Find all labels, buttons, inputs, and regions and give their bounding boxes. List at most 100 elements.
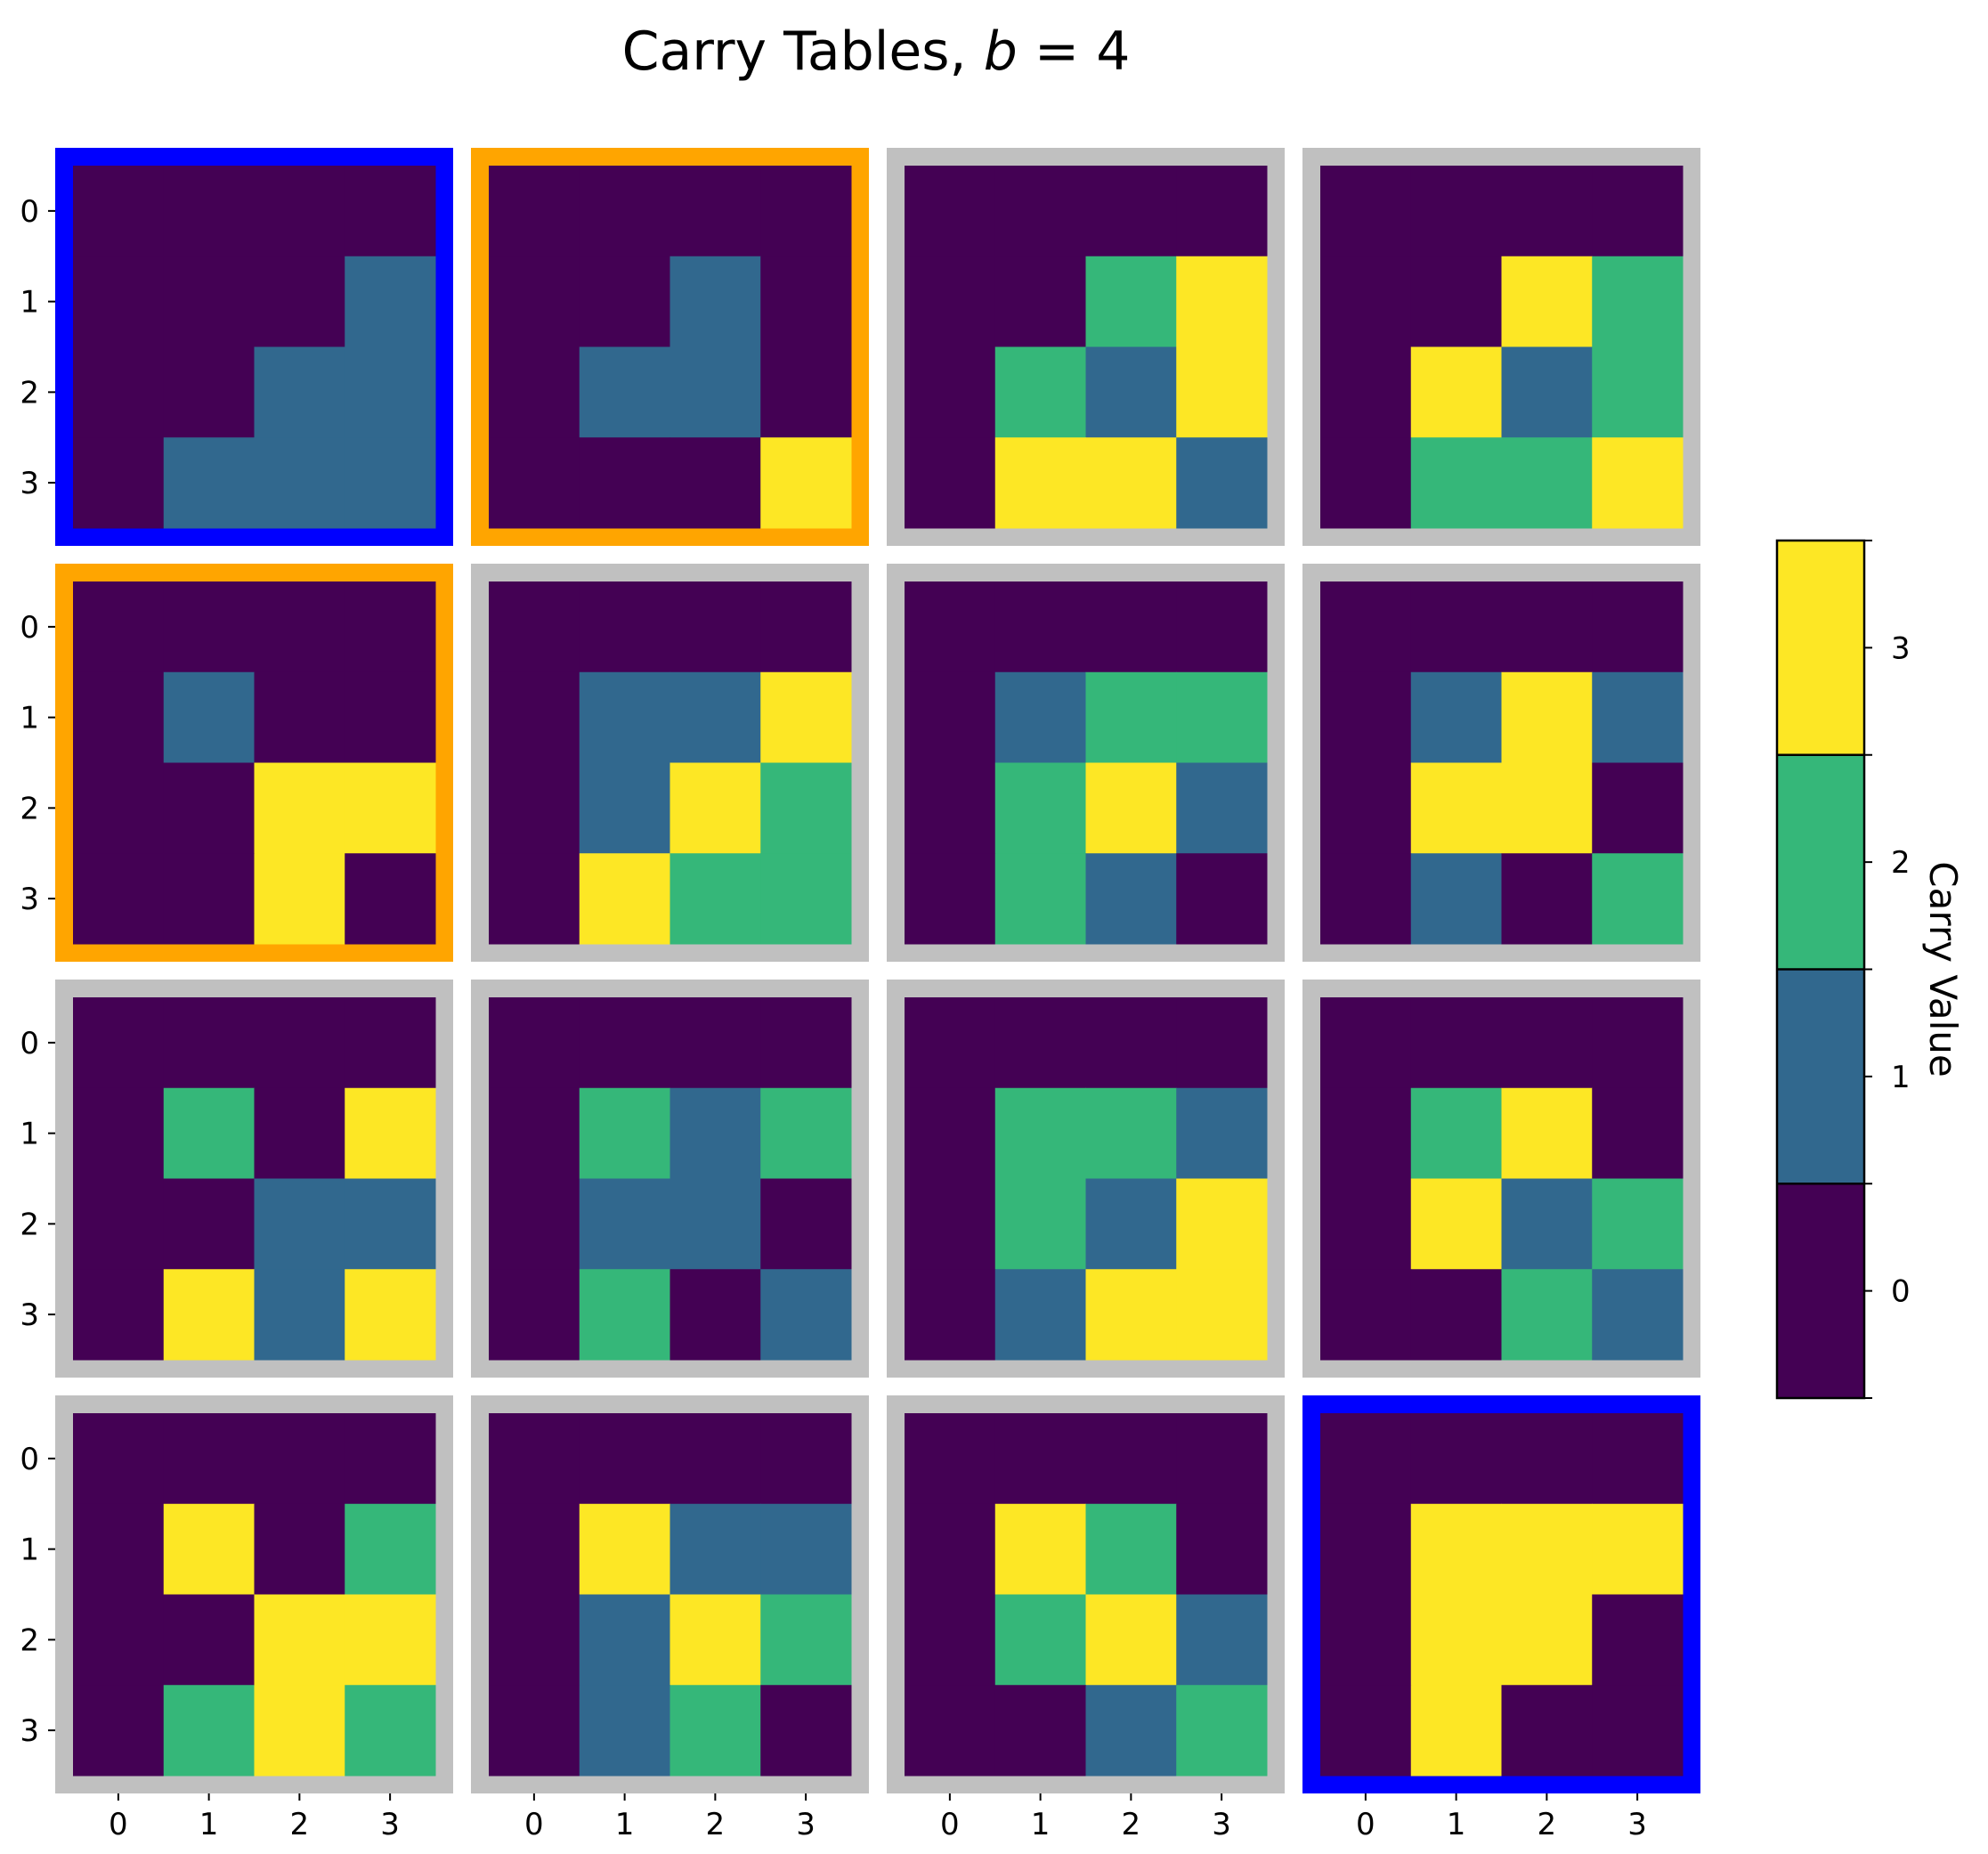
colorbar-tick-label: 2 <box>1891 845 1911 881</box>
row-tick-label: 1 <box>20 1533 39 1568</box>
heatmap-cell <box>994 166 1086 257</box>
heatmap-cell <box>1176 853 1268 945</box>
heatmap-cell <box>905 166 996 257</box>
column-tick-label: 2 <box>290 1807 310 1842</box>
heatmap-cell <box>669 581 761 673</box>
heatmap-cell <box>1085 1087 1177 1179</box>
heatmap-cell <box>760 1503 852 1595</box>
heatmap-cell <box>73 853 165 945</box>
heatmap-cell <box>1410 997 1502 1089</box>
heatmap-cell <box>254 1269 345 1361</box>
heatmap-cell <box>1176 1269 1268 1361</box>
heatmap-cell <box>345 1178 436 1270</box>
heatmap-cell <box>489 853 580 945</box>
heatmap-cell <box>163 997 255 1089</box>
heatmap-cell <box>1410 581 1502 673</box>
column-tick-label: 0 <box>109 1807 128 1842</box>
carry-table-panel <box>55 980 453 1378</box>
heatmap-cell <box>579 1594 670 1686</box>
heatmap-cell <box>73 1087 165 1179</box>
heatmap-cell <box>163 256 255 347</box>
heatmap-cell <box>163 1413 255 1505</box>
heatmap-cell <box>1085 346 1177 438</box>
heatmap-cell <box>1410 166 1502 257</box>
heatmap-cell <box>905 762 996 854</box>
heatmap-cell <box>579 581 670 673</box>
heatmap-cell <box>254 256 345 347</box>
heatmap-cell <box>669 1503 761 1595</box>
column-tick-labels: 0 1 2 3 0 1 2 3 0 1 2 3 0 1 2 3 <box>109 1793 1647 1842</box>
heatmap-cell <box>345 1413 436 1505</box>
heatmap-cell <box>489 166 580 257</box>
colorbar-segment <box>1777 969 1864 1184</box>
heatmap-cell <box>1410 1503 1502 1595</box>
heatmap-cell <box>579 671 670 763</box>
row-tick-label: 3 <box>20 466 39 501</box>
heatmap-cell <box>669 671 761 763</box>
row-tick-label: 2 <box>20 375 39 411</box>
row-tick-label: 0 <box>20 610 39 646</box>
heatmap-cell <box>1085 1178 1177 1270</box>
heatmap-cell <box>1085 997 1177 1089</box>
heatmap-cell <box>1501 1685 1593 1777</box>
column-tick-label: 0 <box>1356 1807 1375 1842</box>
column-tick-label: 2 <box>706 1807 726 1842</box>
heatmap-cell <box>254 581 345 673</box>
heatmap-cell <box>254 437 345 529</box>
heatmap-cell <box>163 581 255 673</box>
heatmap-cell <box>1592 346 1684 438</box>
heatmap-cell <box>1592 581 1684 673</box>
heatmap-cell <box>254 1413 345 1505</box>
heatmap-cell <box>489 581 580 673</box>
heatmap-cell <box>1410 1269 1502 1361</box>
heatmap-cell <box>163 1178 255 1270</box>
heatmap-cell <box>345 437 436 529</box>
heatmap-cell <box>1501 166 1593 257</box>
heatmap-cell <box>760 853 852 945</box>
heatmap-cell <box>1176 1685 1268 1777</box>
heatmap-cell <box>1085 256 1177 347</box>
heatmap-cell <box>760 346 852 438</box>
heatmap-cell <box>489 1178 580 1270</box>
heatmap-cell <box>1085 1269 1177 1361</box>
heatmap-cell <box>1085 581 1177 673</box>
heatmap-cell <box>489 997 580 1089</box>
carry-table-panel <box>887 148 1285 546</box>
heatmap-cell <box>345 762 436 854</box>
heatmap-cell <box>345 1087 436 1179</box>
heatmap-cell <box>994 1087 1086 1179</box>
heatmap-cell <box>1592 1413 1684 1505</box>
heatmap-cell <box>1320 1685 1412 1777</box>
heatmap-cell <box>994 1685 1086 1777</box>
heatmap-cell <box>73 256 165 347</box>
heatmap-cell <box>760 1413 852 1505</box>
row-tick-label: 0 <box>20 1026 39 1061</box>
heatmap-cell <box>1410 346 1502 438</box>
heatmap-cell <box>345 1685 436 1777</box>
heatmap-cell <box>760 671 852 763</box>
heatmap-cell <box>163 1594 255 1686</box>
heatmap-cell <box>905 1685 996 1777</box>
carry-table-panel <box>887 1395 1285 1793</box>
heatmap-cell <box>73 1413 165 1505</box>
heatmap-cell <box>345 997 436 1089</box>
carry-table-panel <box>471 980 869 1378</box>
heatmap-cell <box>489 671 580 763</box>
heatmap-cell <box>1410 762 1502 854</box>
heatmap-cell <box>1176 437 1268 529</box>
heatmap-cell <box>254 1178 345 1270</box>
heatmap-cell <box>994 256 1086 347</box>
heatmap-cell <box>489 1087 580 1179</box>
heatmap-cell <box>669 256 761 347</box>
heatmap-cell <box>669 1178 761 1270</box>
heatmap-cell <box>73 1685 165 1777</box>
heatmap-cell <box>489 762 580 854</box>
heatmap-cell <box>1176 166 1268 257</box>
heatmap-cell <box>669 346 761 438</box>
heatmap-cell <box>994 346 1086 438</box>
heatmap-cell <box>1501 346 1593 438</box>
heatmap-cell <box>1176 581 1268 673</box>
carry-table-panel <box>887 980 1285 1378</box>
heatmap-cell <box>579 853 670 945</box>
heatmap-cell <box>1320 671 1412 763</box>
